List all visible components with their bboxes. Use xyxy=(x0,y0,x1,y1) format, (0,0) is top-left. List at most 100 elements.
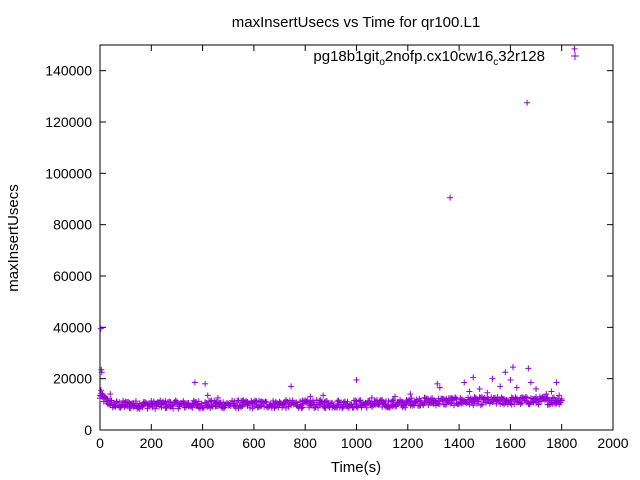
data-point xyxy=(270,397,277,404)
data-point xyxy=(279,404,286,411)
data-point xyxy=(363,404,370,411)
data-point xyxy=(477,402,484,409)
data-point xyxy=(214,394,221,401)
y-tick-label: 140000 xyxy=(45,63,92,79)
data-point xyxy=(315,404,322,411)
legend-text-part: c xyxy=(493,57,498,68)
data-point xyxy=(402,404,409,411)
data-point xyxy=(98,369,105,376)
data-point xyxy=(98,366,105,373)
data-point xyxy=(558,395,565,402)
data-point xyxy=(524,99,531,106)
y-axis-label: maxInsertUsecs xyxy=(5,184,22,292)
data-point xyxy=(197,405,204,412)
data-point xyxy=(97,325,104,332)
data-point xyxy=(421,394,428,401)
data-point xyxy=(235,405,242,412)
y-tick-label: 60000 xyxy=(53,268,92,284)
data-point xyxy=(476,385,483,392)
data-point xyxy=(321,399,328,406)
y-tick-label: 100000 xyxy=(45,165,92,181)
data-point xyxy=(267,401,274,408)
data-point xyxy=(553,379,560,386)
data-point xyxy=(466,401,473,408)
legend-text-part: pg18b1git xyxy=(313,48,380,65)
data-point xyxy=(548,388,555,395)
y-tick-label: 0 xyxy=(84,422,92,438)
data-point xyxy=(107,391,114,398)
data-point xyxy=(162,398,169,405)
data-point xyxy=(170,403,177,410)
data-point xyxy=(461,379,468,386)
data-point xyxy=(307,393,314,400)
data-point xyxy=(466,388,473,395)
data-point xyxy=(506,399,513,406)
data-point xyxy=(207,398,214,405)
data-point xyxy=(571,45,578,52)
x-tick-label: 400 xyxy=(191,435,215,451)
data-point xyxy=(284,398,291,405)
data-point xyxy=(463,400,470,407)
x-tick-label: 800 xyxy=(294,435,318,451)
x-tick-label: 200 xyxy=(140,435,164,451)
data-point xyxy=(538,398,545,405)
x-tick-label: 2000 xyxy=(597,435,628,451)
data-point xyxy=(99,391,106,398)
data-point xyxy=(297,401,304,408)
data-point xyxy=(484,389,491,396)
legend-series-name: pg18b1gito2nofp.cx10cw16c32r128 xyxy=(313,48,545,68)
data-point xyxy=(254,404,261,411)
data-point xyxy=(475,398,482,405)
data-point xyxy=(181,404,188,411)
legend-text-part: 32r128 xyxy=(498,48,545,65)
x-axis-ticks: 0 200 400 600 800 1000 1200 1400 1600 1800 2000 xyxy=(96,45,629,451)
legend-text-part: 2nofp.cx10cw16 xyxy=(385,48,493,65)
data-point xyxy=(424,395,431,402)
data-point xyxy=(100,394,107,401)
data-point xyxy=(299,404,306,411)
data-point xyxy=(194,401,201,408)
data-point xyxy=(185,400,192,407)
data-point xyxy=(339,404,346,411)
data-point xyxy=(535,401,542,408)
data-point xyxy=(354,403,361,410)
data-point xyxy=(430,401,437,408)
data-point xyxy=(130,403,137,410)
y-tick-label: 40000 xyxy=(53,319,92,335)
data-point xyxy=(434,380,441,387)
x-tick-label: 1200 xyxy=(392,435,423,451)
data-point xyxy=(426,399,433,406)
x-tick-label: 1800 xyxy=(546,435,577,451)
data-point xyxy=(470,374,477,381)
data-point xyxy=(507,376,514,383)
data-point xyxy=(388,402,395,409)
data-point xyxy=(408,395,415,402)
data-point xyxy=(334,398,341,405)
data-point xyxy=(471,394,478,401)
y-axis-ticks: 0 20000 40000 60000 80000 100000 120000 140000 xyxy=(45,63,613,438)
data-point xyxy=(412,398,419,405)
data-point xyxy=(127,405,134,412)
data-point xyxy=(507,397,514,404)
data-point xyxy=(353,376,360,383)
data-point xyxy=(357,397,364,404)
legend-text-part: o xyxy=(379,57,385,68)
data-point xyxy=(172,397,179,404)
data-point xyxy=(462,399,469,406)
x-axis-label: Time(s) xyxy=(331,459,381,476)
data-point xyxy=(500,395,507,402)
x-tick-label: 1000 xyxy=(341,435,372,451)
data-point xyxy=(132,398,139,405)
data-point xyxy=(467,395,474,402)
data-point xyxy=(489,375,496,382)
data-point xyxy=(407,391,414,398)
data-point xyxy=(293,399,300,406)
data-point xyxy=(116,399,123,406)
data-point xyxy=(498,394,505,401)
data-point xyxy=(307,402,314,409)
data-point xyxy=(472,395,479,402)
data-point xyxy=(447,194,454,201)
x-tick-label: 1400 xyxy=(444,435,475,451)
plot-frame xyxy=(99,44,614,431)
data-point xyxy=(217,399,224,406)
